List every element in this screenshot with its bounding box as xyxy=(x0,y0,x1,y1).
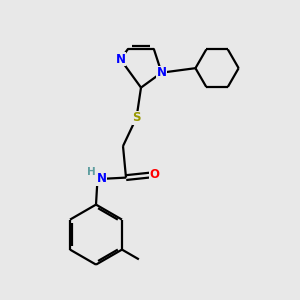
Text: O: O xyxy=(149,168,160,181)
Text: N: N xyxy=(116,53,125,66)
Text: H: H xyxy=(86,167,95,177)
Text: N: N xyxy=(97,172,107,185)
Text: N: N xyxy=(157,66,166,79)
Text: S: S xyxy=(132,111,141,124)
